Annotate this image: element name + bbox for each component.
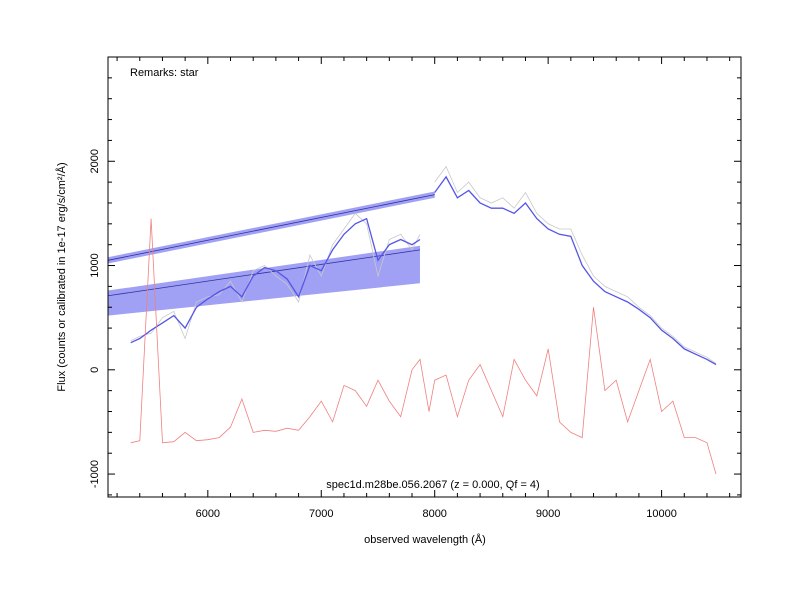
fit-line xyxy=(108,194,435,261)
y-axis-label: Flux (counts or calibrated in 1e-17 erg/… xyxy=(55,162,68,391)
x-tick-label: 8000 xyxy=(422,508,446,520)
remarks: Remarks: star xyxy=(130,67,199,79)
x-tick-label: 9000 xyxy=(536,508,560,520)
y-tick-label: 2000 xyxy=(89,149,101,173)
axes-frame xyxy=(107,56,742,498)
spectrum-line xyxy=(130,218,717,475)
spectrum-line xyxy=(130,175,717,366)
x-axis-label: observed wavelength (Å) xyxy=(364,533,486,546)
y-tick-label: 1000 xyxy=(89,253,101,277)
y-tick-label: -1000 xyxy=(89,460,101,488)
fit-band xyxy=(108,245,420,316)
annotation: spec1d.m28be.056.2067 (z = 0.000, Qf = 4… xyxy=(326,479,539,491)
x-tick-label: 6000 xyxy=(196,508,220,520)
y-tick-label: 0 xyxy=(89,367,101,373)
x-tick-label: 10000 xyxy=(646,508,677,520)
fit-line xyxy=(108,249,421,297)
plot-area xyxy=(108,165,717,475)
x-tick-label: 7000 xyxy=(309,508,333,520)
